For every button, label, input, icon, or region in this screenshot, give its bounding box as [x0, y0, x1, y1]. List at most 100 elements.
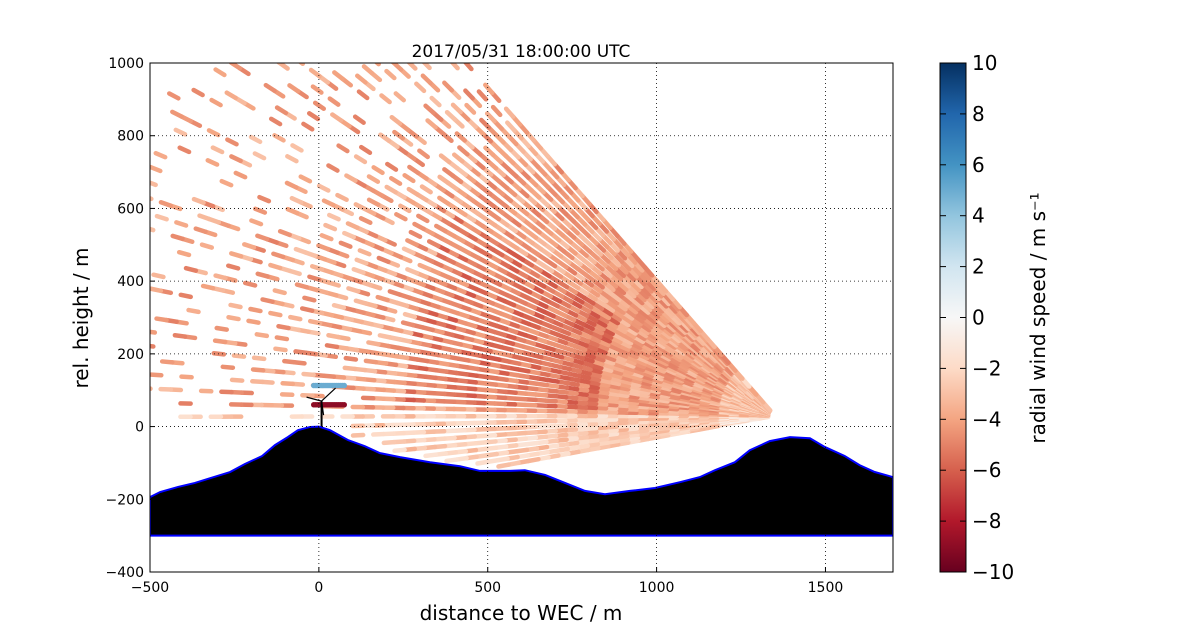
- beam-segment: [227, 140, 236, 145]
- plot-area: [103, 0, 893, 536]
- beam-segment: [252, 381, 262, 382]
- beam-segment: [297, 285, 307, 288]
- beam-segment: [208, 160, 217, 164]
- beam-segment: [275, 349, 285, 350]
- beam-segment: [287, 183, 296, 187]
- beam-segment: [356, 0, 363, 1]
- beam-segment: [405, 175, 414, 181]
- beam-segment: [319, 186, 328, 191]
- beam-segment: [157, 319, 167, 321]
- beam-segment: [270, 265, 280, 268]
- beam-segment: [493, 107, 500, 115]
- beam-segment: [301, 177, 310, 182]
- beam-segment: [259, 197, 268, 201]
- beam-segment: [378, 16, 385, 23]
- colorbar-tick-label: 6: [972, 153, 985, 177]
- beam-segment: [369, 176, 378, 181]
- beam-segment: [359, 92, 367, 98]
- beam-segment: [387, 71, 395, 78]
- beam-segment: [286, 51, 294, 57]
- beam-segment: [355, 10, 363, 17]
- beam-segment: [236, 173, 245, 177]
- x-tick-label: 0: [314, 580, 323, 596]
- beam-segment: [506, 109, 513, 117]
- colorbar-label: radial wind speed / m s⁻¹: [1026, 192, 1050, 443]
- beam-segment: [157, 216, 167, 219]
- beam-segment: [390, 291, 400, 294]
- beam-segment: [381, 135, 389, 141]
- beam-segment: [251, 137, 260, 142]
- beam-segment: [194, 90, 203, 95]
- beam-segment: [419, 151, 427, 157]
- beam-segment: [322, 235, 332, 239]
- beam-segment: [189, 310, 199, 312]
- beam-segment: [119, 297, 129, 299]
- beam-segment: [400, 206, 409, 211]
- beam-segment: [396, 214, 405, 219]
- x-tick-label: 1000: [639, 580, 675, 596]
- beam-segment: [287, 156, 296, 161]
- beam-segment: [250, 309, 260, 311]
- beam-segment: [447, 460, 457, 461]
- beam-segment: [227, 93, 236, 98]
- beam-segment: [368, 342, 378, 344]
- beam-segment: [222, 181, 231, 185]
- beam-segment: [257, 334, 267, 336]
- beam-segment: [355, 117, 363, 123]
- beam-segment: [363, 50, 371, 57]
- beam-segment: [330, 99, 338, 105]
- beam-segment: [418, 216, 427, 221]
- beam-segment: [324, 201, 333, 205]
- beam-segment: [360, 250, 370, 254]
- beam-segment: [408, 61, 416, 68]
- beam-segment: [348, 223, 357, 227]
- x-tick-label: −500: [131, 580, 169, 596]
- beam-segment: [309, 113, 318, 119]
- colorbar-tick-label: 2: [972, 255, 985, 279]
- colorbar-tick-label: −2: [972, 356, 1001, 380]
- beam-segment: [318, 246, 328, 250]
- beam-segment: [162, 361, 172, 362]
- beam-segment: [182, 377, 192, 378]
- beam-segment: [441, 156, 449, 162]
- beam-segment: [325, 225, 334, 229]
- beam-segment: [357, 76, 365, 83]
- beam-segment: [254, 358, 264, 359]
- beam-segment: [289, 85, 298, 91]
- y-tick-label: 400: [117, 274, 144, 290]
- beam-segment: [131, 373, 141, 374]
- beam-segment: [181, 295, 191, 297]
- beam-segment: [194, 199, 204, 203]
- beam-segment: [485, 148, 493, 155]
- beam-segment: [209, 130, 218, 135]
- beam-segment: [369, 200, 378, 205]
- beam-segment: [334, 305, 344, 307]
- beam-segment: [255, 153, 264, 158]
- beam-segment: [423, 76, 431, 83]
- beam-segment: [479, 92, 486, 100]
- beam-segment: [275, 290, 285, 292]
- beam-segment: [386, 55, 394, 62]
- beam-segment: [444, 169, 452, 175]
- beam-segment: [465, 91, 472, 99]
- beam-segment: [379, 258, 389, 262]
- beam-segment: [328, 166, 337, 171]
- beam-segment: [354, 269, 364, 272]
- beam-segment: [303, 124, 312, 129]
- beam-segment: [302, 308, 312, 310]
- beam-segment: [339, 146, 348, 151]
- beam-segment: [315, 103, 324, 109]
- beam-segment: [115, 327, 125, 328]
- beam-segment: [143, 227, 153, 230]
- beam-segment: [304, 298, 314, 300]
- beam-segment: [146, 181, 156, 185]
- beam-segment: [244, 2, 252, 8]
- beam-segment: [176, 130, 185, 134]
- beam-segment: [347, 3, 355, 10]
- beam-segment: [317, 43, 325, 50]
- beam-segment: [212, 100, 221, 105]
- beam-segment: [257, 236, 267, 239]
- beam-segment: [229, 317, 239, 319]
